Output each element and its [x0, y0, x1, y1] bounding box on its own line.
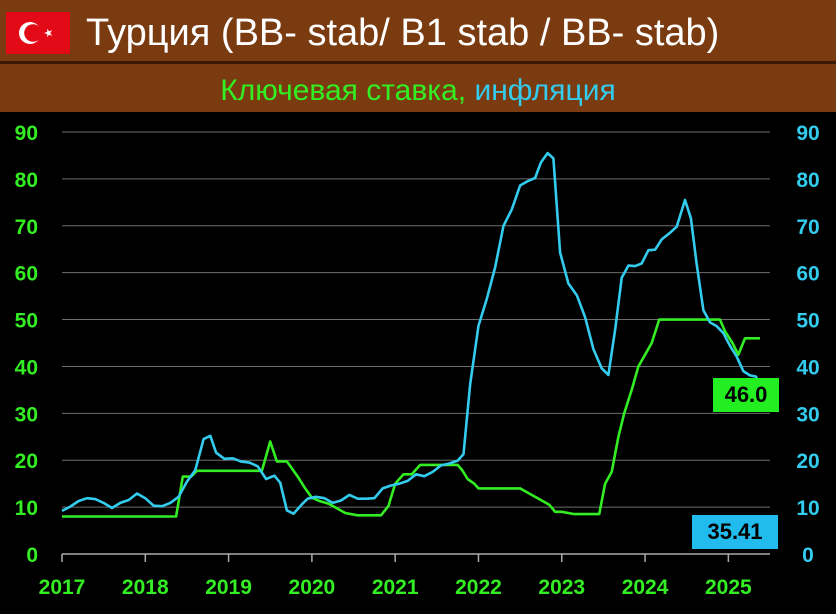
x-tick-label: 2024 [622, 576, 669, 599]
right-y-tick-label: 10 [796, 497, 819, 520]
left-y-tick-label: 50 [15, 310, 38, 333]
inflation-last-value-badge: 35.41 [692, 515, 778, 549]
right-y-tick-label: 80 [796, 169, 819, 192]
rate-last-value-badge: 46.0 [713, 378, 779, 412]
chart-subtitle: Ключевая ставка, инфляция [0, 70, 836, 112]
left-y-tick-label: 30 [15, 403, 38, 426]
left-y-tick-label: 90 [15, 122, 38, 145]
page-title: Турция (BB- stab/ B1 stab / BB- stab) [86, 12, 720, 54]
left-y-tick-label: 0 [26, 544, 38, 567]
right-y-tick-label: 70 [796, 216, 819, 239]
x-tick-label: 2018 [122, 576, 169, 599]
header-divider [0, 61, 836, 64]
right-y-tick-label: 0 [802, 544, 814, 567]
right-y-tick-label: 90 [796, 122, 819, 145]
x-tick-label: 2025 [705, 576, 752, 599]
right-y-tick-label: 40 [796, 356, 819, 379]
left-y-tick-label: 80 [15, 169, 38, 192]
right-y-tick-label: 60 [796, 263, 819, 286]
header-panel: Турция (BB- stab/ B1 stab / BB- stab) Кл… [0, 0, 836, 112]
x-tick-label: 2023 [538, 576, 585, 599]
chart-area: 0 0 10 10 20 20 30 30 40 40 50 50 60 60 70 70 80 80 90 90 20… [0, 112, 836, 609]
left-y-tick-label: 70 [15, 216, 38, 239]
inflation-line [61, 151, 763, 516]
x-tick-label: 2022 [455, 576, 502, 599]
right-y-tick-label: 50 [796, 310, 819, 333]
x-tick-label: 2020 [289, 576, 336, 599]
key-rate-line [62, 318, 760, 518]
grid [62, 131, 770, 508]
subtitle-rate: Ключевая ставка, [220, 74, 467, 107]
left-y-tick-label: 20 [15, 450, 38, 473]
subtitle-inflation: инфляция [474, 74, 616, 107]
x-tick-label: 2021 [372, 576, 419, 599]
left-y-tick-label: 40 [15, 356, 38, 379]
right-y-tick-label: 20 [796, 450, 819, 473]
series [61, 151, 763, 518]
right-y-tick-label: 30 [796, 403, 819, 426]
turkey-flag-icon [6, 12, 70, 54]
x-tick-label: 2019 [205, 576, 252, 599]
left-y-tick-label: 60 [15, 263, 38, 286]
left-y-tick-label: 10 [15, 497, 38, 520]
x-tick-label: 2017 [39, 576, 86, 599]
